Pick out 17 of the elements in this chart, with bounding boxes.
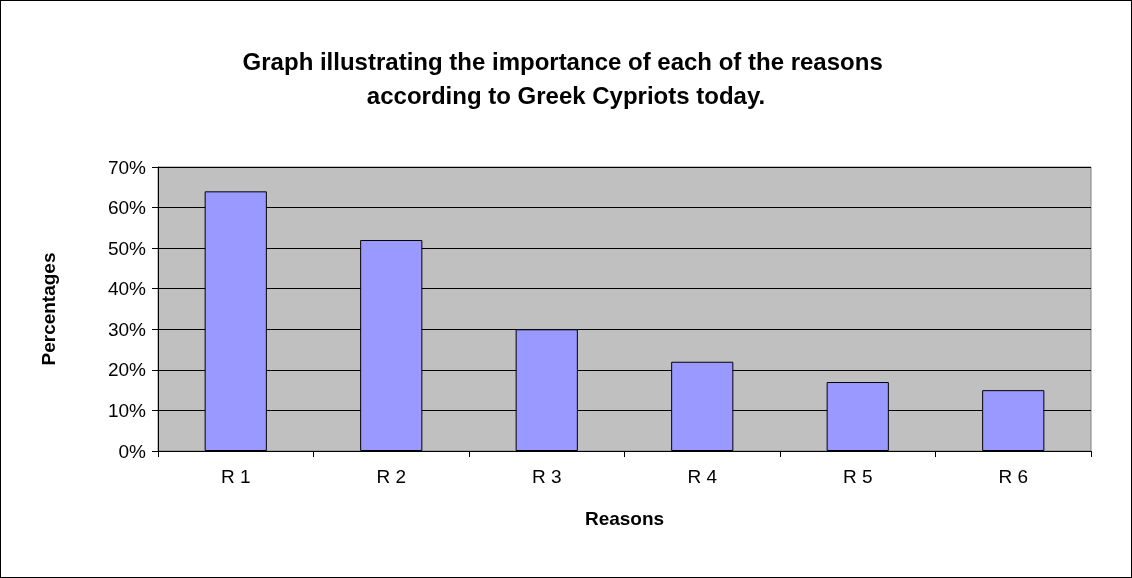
x-tick-label: R 3 — [531, 466, 562, 487]
y-tick-label: 40% — [107, 278, 147, 300]
y-tick-label: 0% — [118, 440, 147, 462]
x-tick-label: R 6 — [998, 466, 1029, 487]
y-axis-title: Percentages — [38, 252, 59, 366]
y-tick-label: 50% — [107, 237, 147, 259]
x-tick-label: R 2 — [376, 466, 407, 487]
y-tick-label: 20% — [107, 359, 147, 381]
x-axis-title: Reasons — [584, 508, 665, 529]
x-tick-label: R 5 — [842, 466, 873, 487]
y-tick-label: 10% — [107, 399, 147, 421]
y-tick-label: 60% — [107, 197, 147, 219]
y-tick-label: 30% — [107, 318, 147, 340]
y-tick-label: 70% — [107, 156, 147, 178]
x-tick-label: R 4 — [687, 466, 718, 487]
x-tick-label: R 1 — [220, 466, 251, 487]
chart-title: Graph illustrating the importance of each of the reasons according to Greek Cypriots today. — [242, 47, 890, 109]
